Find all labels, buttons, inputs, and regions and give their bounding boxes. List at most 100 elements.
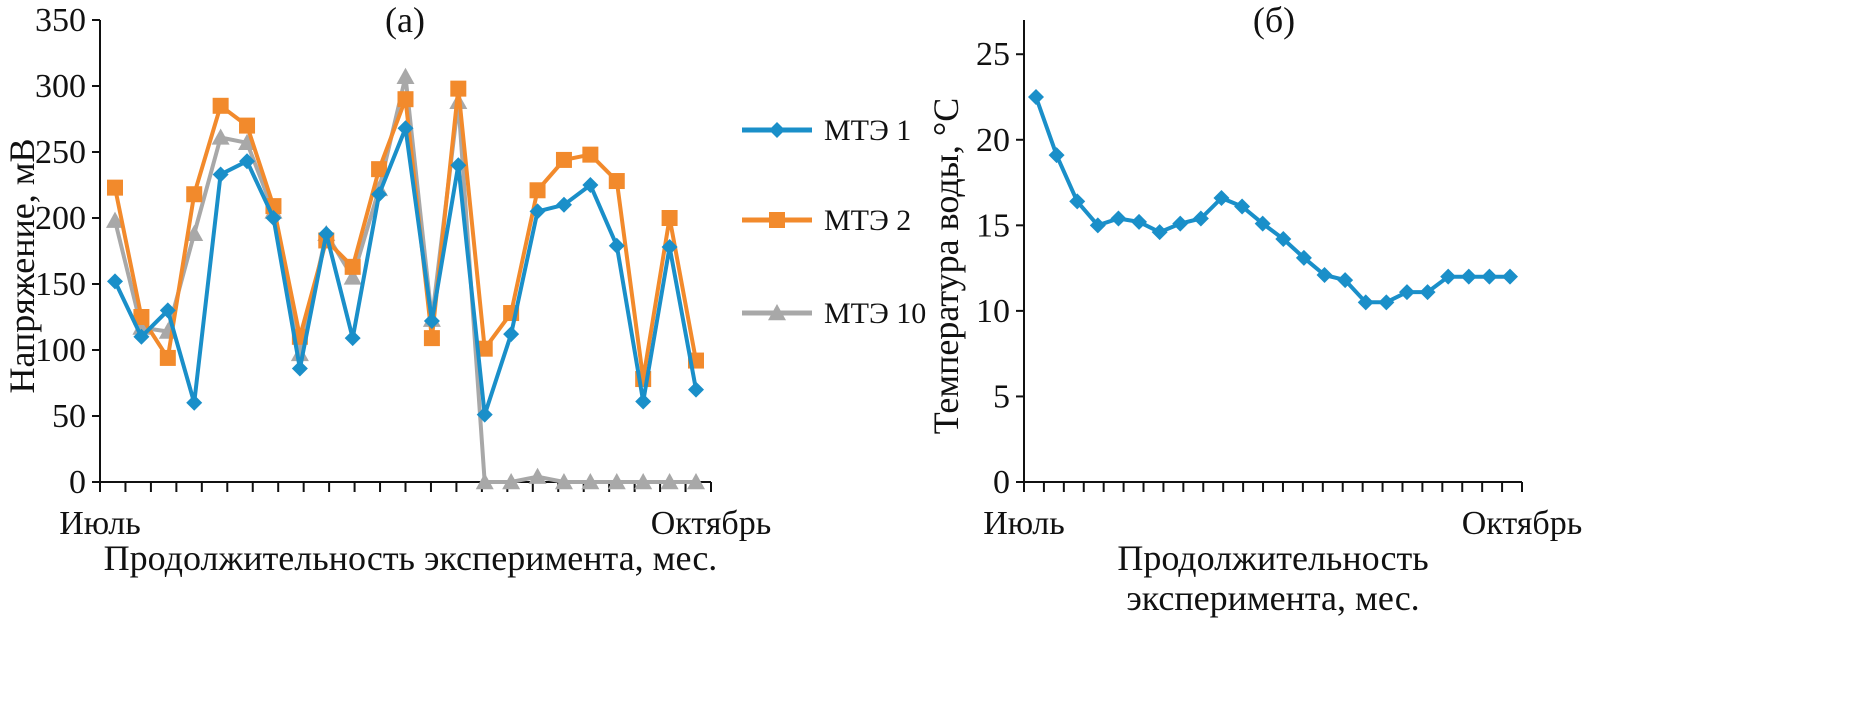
y-tick-label: 200	[35, 200, 86, 237]
data-point	[582, 146, 599, 163]
series-line-temperature	[1034, 96, 1510, 305]
data-point	[344, 330, 361, 347]
x-tick-label: Июль	[983, 505, 1065, 542]
data-point	[1131, 213, 1148, 230]
data-point	[1275, 231, 1292, 248]
y-tick-label: 15	[976, 207, 1010, 244]
panel-a-voltage-chart: 0 50 100 150 200 250 300 350 Июль ОктябрьПродолжи…	[2, 0, 771, 578]
data-point	[1048, 147, 1065, 164]
x-axis-title: Продолжительность эксперимента, мес.	[104, 538, 718, 578]
y-tick-label: 10	[976, 293, 1010, 330]
data-point	[343, 268, 362, 285]
data-point	[133, 328, 150, 345]
y-tick-label: 350	[35, 2, 86, 39]
data-point	[211, 128, 230, 145]
data-point	[502, 473, 521, 490]
data-point	[185, 224, 204, 242]
data-point	[133, 309, 150, 325]
y-tick-label: 0	[69, 464, 86, 501]
data-point	[290, 344, 309, 362]
data-point	[239, 117, 256, 134]
data-point	[607, 473, 626, 490]
data-point	[555, 151, 572, 168]
data-point	[661, 210, 678, 226]
data-point	[1089, 217, 1106, 234]
data-point	[1069, 193, 1086, 210]
y-tick-label: 150	[35, 266, 86, 303]
y-axis-title: Напряжение, мВ	[2, 138, 42, 393]
data-point	[582, 177, 599, 193]
data-point	[687, 473, 705, 490]
data-point	[1254, 215, 1271, 232]
x-axis-title-line-2: эксперимента, мес.	[1126, 578, 1419, 618]
data-point	[1213, 189, 1230, 206]
data-point	[1172, 215, 1189, 232]
data-point	[1110, 210, 1127, 227]
data-point	[107, 273, 123, 290]
data-point	[1398, 284, 1415, 301]
data-point	[529, 203, 546, 220]
data-point	[660, 473, 679, 490]
data-point	[1028, 89, 1044, 105]
data-point	[318, 225, 335, 242]
x-axis-title-line-1: Продолжительность	[1117, 538, 1428, 578]
y-tick-label: 20	[976, 122, 1010, 159]
y-tick-label: 250	[35, 134, 86, 171]
x-tick-label: Октябрь	[651, 505, 771, 542]
data-point	[1192, 210, 1209, 227]
data-point	[159, 349, 176, 366]
data-point	[396, 67, 415, 84]
legend-marker	[769, 122, 785, 138]
data-point	[1378, 294, 1395, 311]
legend: МТЭ 1 МТЭ 2 МТЭ 10	[742, 114, 926, 330]
data-point	[291, 360, 308, 377]
data-point	[529, 182, 546, 199]
y-tick-label: 100	[35, 332, 86, 369]
data-point	[265, 210, 282, 226]
data-point	[344, 258, 361, 275]
data-point	[186, 394, 203, 411]
data-point	[608, 237, 625, 254]
data-point	[475, 473, 494, 490]
y-axis-title: Температура воды, °C	[926, 98, 966, 435]
data-point	[1481, 268, 1498, 285]
legend-marker	[768, 304, 786, 321]
data-point	[554, 473, 573, 490]
data-point	[581, 473, 600, 490]
y-tick-label: 25	[976, 36, 1010, 73]
legend-label: МТЭ 1	[824, 114, 911, 147]
data-point	[397, 120, 414, 137]
x-tick-label: Октябрь	[1462, 505, 1582, 542]
data-point	[688, 381, 704, 398]
data-point	[186, 186, 203, 203]
data-point	[397, 91, 414, 108]
panel-b-temperature-chart: 0 5 10 15 20 25 Июль Октябрь Продолжительностьэк…	[926, 0, 1582, 618]
data-point	[423, 330, 440, 347]
legend-label: МТЭ 10	[824, 297, 926, 330]
data-point	[608, 173, 625, 190]
data-point	[1502, 268, 1518, 285]
data-point	[476, 406, 493, 423]
data-point	[212, 166, 229, 183]
data-point	[1440, 268, 1457, 285]
panel-label: (а)	[385, 0, 425, 40]
data-point	[634, 473, 653, 490]
data-point	[1316, 266, 1333, 283]
y-tick-label: 0	[993, 464, 1010, 501]
data-point	[555, 196, 572, 213]
data-point	[1460, 268, 1477, 285]
data-point	[1419, 284, 1436, 301]
data-point	[371, 186, 388, 203]
data-point	[159, 302, 176, 319]
data-point	[635, 393, 652, 410]
y-tick-label: 5	[993, 378, 1010, 415]
data-point	[212, 97, 229, 114]
data-point	[107, 179, 123, 196]
panel-label: (б)	[1253, 0, 1295, 40]
data-point	[371, 161, 388, 178]
legend-marker	[769, 212, 785, 228]
data-point	[239, 153, 256, 170]
data-point	[423, 312, 440, 329]
legend-label: МТЭ 2	[824, 204, 911, 237]
